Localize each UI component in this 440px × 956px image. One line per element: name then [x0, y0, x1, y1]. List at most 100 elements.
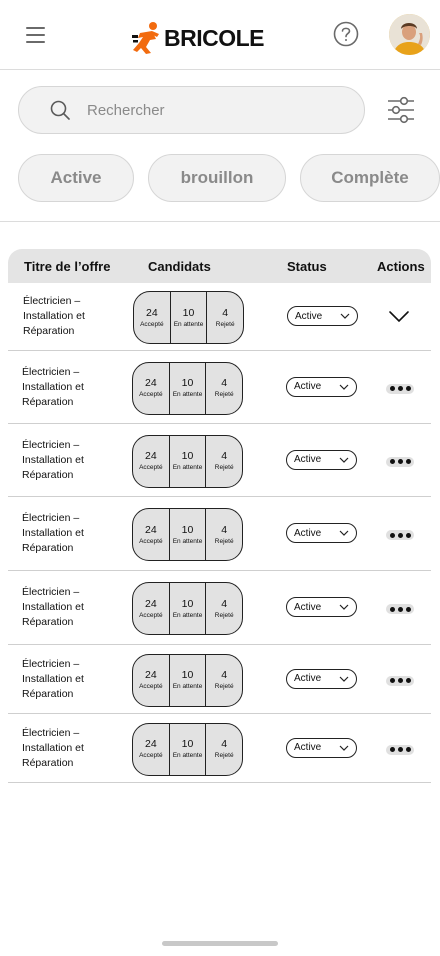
brand-logo[interactable]: BRICOLE [132, 20, 265, 56]
column-header-candidates: Candidats [148, 259, 211, 274]
chevron-down-icon [339, 457, 349, 463]
rejected-label: Rejeté [214, 464, 234, 471]
status-select[interactable]: Active [287, 306, 358, 326]
accepted-count: 24 Accepté [133, 509, 170, 560]
pending-number: 10 [181, 738, 194, 750]
pending-label: En attente [172, 683, 203, 690]
status-select[interactable]: Active [286, 668, 357, 689]
table-row: Électricien – Installation et Réparation… [8, 424, 431, 497]
avatar[interactable] [389, 14, 430, 55]
candidates-summary[interactable]: 24 Accepté 10 En attente 4 Rejeté [132, 722, 243, 776]
more-actions-icon[interactable] [386, 744, 414, 755]
accepted-label: Accepté [139, 683, 163, 690]
pending-number: 10 [181, 523, 194, 536]
rejected-number: 4 [221, 597, 228, 610]
chevron-down-icon [339, 384, 349, 390]
candidates-summary[interactable]: 24 Accepté 10 En attente 4 Rejeté [133, 291, 244, 344]
rejected-label: Rejeté [214, 683, 234, 690]
rejected-number: 4 [222, 306, 229, 319]
table-row: Électricien – Installation et Réparation… [8, 571, 431, 645]
tab-brouillon[interactable]: brouillon [148, 154, 286, 202]
pending-label: En attente [172, 752, 203, 759]
status-value: Active [295, 310, 323, 322]
accepted-count: 24 Accepté [133, 435, 170, 487]
chevron-down-icon [339, 604, 349, 610]
more-actions-icon[interactable] [386, 456, 414, 467]
status-value: Active [294, 381, 322, 392]
status-select[interactable]: Active [286, 449, 357, 470]
rejected-label: Rejeté [214, 611, 234, 619]
pending-number: 10 [181, 377, 194, 389]
pending-label: En attente [172, 391, 203, 398]
accepted-number: 24 [144, 450, 157, 462]
more-actions-icon[interactable] [386, 383, 414, 394]
app-header: BRICOLE [0, 0, 440, 70]
rejected-count: 4 Rejeté [206, 724, 242, 775]
status-select[interactable]: Active [286, 523, 357, 543]
accepted-number: 24 [144, 738, 157, 750]
pending-label: En attente [172, 611, 203, 619]
table-header: Titre de l’offre Candidats Status Action… [8, 249, 431, 283]
pending-label: En attente [172, 464, 203, 471]
status-value: Active [294, 673, 322, 684]
pending-number: 10 [181, 597, 194, 610]
pending-count: 10 En attente [170, 362, 207, 414]
accepted-label: Accepté [139, 611, 163, 619]
candidates-summary[interactable]: 24 Accepté 10 En attente 4 Rejeté [132, 653, 243, 707]
pending-label: En attente [173, 320, 204, 328]
more-actions-icon[interactable] [386, 530, 414, 540]
tab-active[interactable]: Active [18, 154, 134, 202]
more-actions-icon[interactable] [386, 675, 414, 686]
column-header-actions: Actions [377, 259, 425, 274]
status-value: Active [294, 527, 322, 539]
offer-title: Électricien – Installation et Réparation [22, 512, 84, 554]
offer-title: Électricien – Installation et Réparation [22, 726, 84, 769]
accepted-number: 24 [144, 377, 157, 389]
accepted-label: Accepté [139, 537, 163, 545]
rejected-count: 4 Rejeté [206, 583, 242, 634]
chevron-down-icon [340, 313, 350, 319]
menu-icon[interactable] [26, 26, 46, 44]
accepted-count: 24 Accepté [134, 292, 171, 343]
candidates-summary[interactable]: 24 Accepté 10 En attente 4 Rejeté [132, 434, 243, 488]
pending-count: 10 En attente [170, 435, 207, 487]
help-icon[interactable] [333, 21, 359, 47]
candidates-summary[interactable]: 24 Accepté 10 En attente 4 Rejeté [132, 508, 243, 561]
runner-logo-icon [132, 22, 159, 54]
status-select[interactable]: Active [286, 737, 357, 758]
expand-row-icon[interactable] [388, 310, 410, 324]
home-indicator [162, 941, 278, 946]
offer-title: Électricien – Installation et Réparation [22, 365, 84, 408]
chevron-down-icon [339, 676, 349, 682]
offer-title: Électricien – Installation et Réparation [22, 657, 84, 700]
chevron-down-icon [339, 745, 349, 751]
pending-number: 10 [181, 450, 194, 462]
pending-count: 10 En attente [170, 654, 207, 706]
table-row: Électricien – Installation et Réparation… [8, 714, 431, 783]
rejected-count: 4 Rejeté [206, 363, 242, 414]
candidates-summary[interactable]: 24 Accepté 10 En attente 4 Rejeté [132, 361, 243, 415]
rejected-count: 4 Rejeté [206, 436, 242, 487]
status-select[interactable]: Active [286, 376, 357, 397]
tab-complete[interactable]: Complète [300, 154, 440, 202]
brand-name: BRICOLE [164, 24, 265, 51]
pending-count: 10 En attente [170, 583, 207, 634]
more-actions-icon[interactable] [386, 604, 414, 614]
table-row: Électricien – Installation et Réparation… [8, 645, 431, 714]
rejected-number: 4 [221, 450, 228, 462]
rejected-number: 4 [221, 669, 228, 681]
rejected-count: 4 Rejeté [206, 509, 242, 560]
accepted-count: 24 Accepté [133, 654, 170, 706]
status-value: Active [294, 601, 322, 613]
candidates-summary[interactable]: 24 Accepté 10 En attente 4 Rejeté [132, 582, 243, 635]
filter-icon[interactable] [387, 96, 415, 124]
accepted-label: Accepté [139, 752, 163, 759]
table-row: Électricien – Installation et Réparation… [8, 283, 431, 351]
status-select[interactable]: Active [286, 597, 357, 617]
pending-count: 10 En attente [170, 723, 207, 775]
pending-count: 10 En attente [171, 292, 208, 343]
offer-title: Électricien – Installation et Réparation [22, 438, 84, 481]
rejected-label: Rejeté [215, 320, 235, 328]
column-header-title: Titre de l’offre [24, 259, 111, 274]
search-input[interactable]: Rechercher [18, 86, 365, 134]
